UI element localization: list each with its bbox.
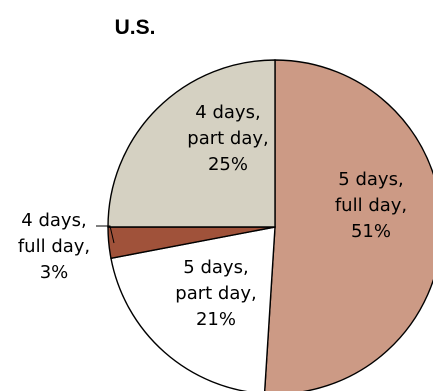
chart-title: U.S. bbox=[114, 16, 156, 39]
slice-label-2: 4 days, full day, 3% bbox=[18, 210, 90, 283]
slice-label-3: 4 days, part day, 25% bbox=[187, 102, 268, 175]
slice-label-line: 4 days, bbox=[21, 210, 86, 231]
slice-label-line: part day, bbox=[187, 128, 268, 149]
slice-labels: 5 days, full day, 51% 5 days, part day, 21% 4 … bbox=[18, 102, 407, 330]
slice-label-line: 21% bbox=[196, 309, 236, 330]
slice-label-line: 25% bbox=[208, 154, 248, 175]
pie-slices bbox=[107, 59, 433, 391]
leader-lines bbox=[96, 225, 115, 244]
pie-slice-0 bbox=[263, 59, 433, 391]
slice-label-line: part day, bbox=[175, 283, 256, 304]
pie-slice-3 bbox=[107, 59, 276, 228]
slice-label-line: 4 days, bbox=[195, 102, 260, 123]
slice-label-0: 5 days, full day, 51% bbox=[335, 169, 407, 242]
slice-label-line: 51% bbox=[351, 221, 391, 242]
slice-label-line: 3% bbox=[40, 262, 69, 283]
slice-label-1: 5 days, part day, 21% bbox=[175, 257, 256, 330]
slice-label-line: 5 days, bbox=[183, 257, 248, 278]
leader-line bbox=[96, 225, 115, 244]
slice-label-line: 5 days, bbox=[338, 169, 403, 190]
slice-label-line: full day, bbox=[335, 195, 407, 216]
slice-label-line: full day, bbox=[18, 236, 90, 257]
